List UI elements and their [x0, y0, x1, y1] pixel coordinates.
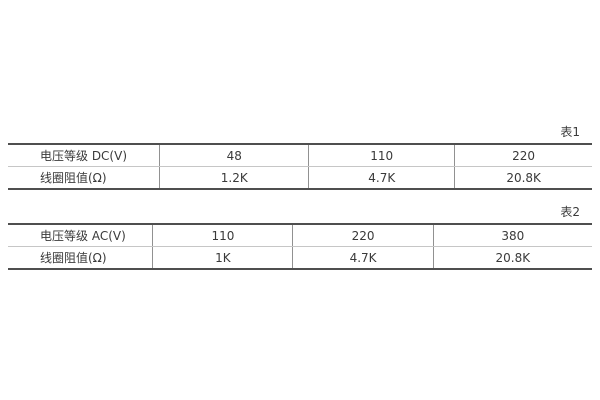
value-cell: 110	[152, 224, 293, 247]
value-cell: 1K	[152, 246, 293, 269]
table-row: 电压等级 DC(V) 48 110 220	[8, 144, 592, 167]
table1: 电压等级 DC(V) 48 110 220 线圈阻值(Ω) 1.2K 4.7K …	[8, 143, 592, 190]
value-cell: 20.8K	[454, 166, 592, 189]
value-cell: 380	[432, 224, 592, 247]
table-row: 线圈阻值(Ω) 1K 4.7K 20.8K	[8, 246, 592, 269]
table2-block: 表2 电压等级 AC(V) 110 220 380 线圈阻值(Ω) 1K 4.7…	[8, 205, 592, 270]
table2-caption: 表2	[560, 205, 580, 219]
row-header-cell: 线圈阻值(Ω)	[40, 251, 107, 265]
value-cell: 20.8K	[432, 246, 592, 269]
table-row: 电压等级 AC(V) 110 220 380	[8, 224, 592, 247]
row-header-cell: 电压等级 AC(V)	[8, 224, 153, 247]
value-cell: 110	[308, 144, 455, 167]
value-cell: 4.7K	[308, 166, 455, 189]
value-cell: 4.7K	[292, 246, 434, 269]
value-cell: 48	[159, 144, 309, 167]
table1-caption: 表1	[560, 125, 580, 139]
value-cell: 220	[454, 144, 592, 167]
row-header-cell: 线圈阻值(Ω)	[40, 171, 107, 185]
table-row: 线圈阻值(Ω) 1.2K 4.7K 20.8K	[8, 166, 592, 189]
table1-block: 表1 电压等级 DC(V) 48 110 220 线圈阻值(Ω) 1.2K 4.…	[8, 125, 592, 190]
value-cell: 1.2K	[159, 166, 309, 189]
row-header-cell: 电压等级 DC(V)	[8, 144, 160, 167]
table2: 电压等级 AC(V) 110 220 380 线圈阻值(Ω) 1K 4.7K 2…	[8, 223, 592, 270]
value-cell: 220	[292, 224, 434, 247]
